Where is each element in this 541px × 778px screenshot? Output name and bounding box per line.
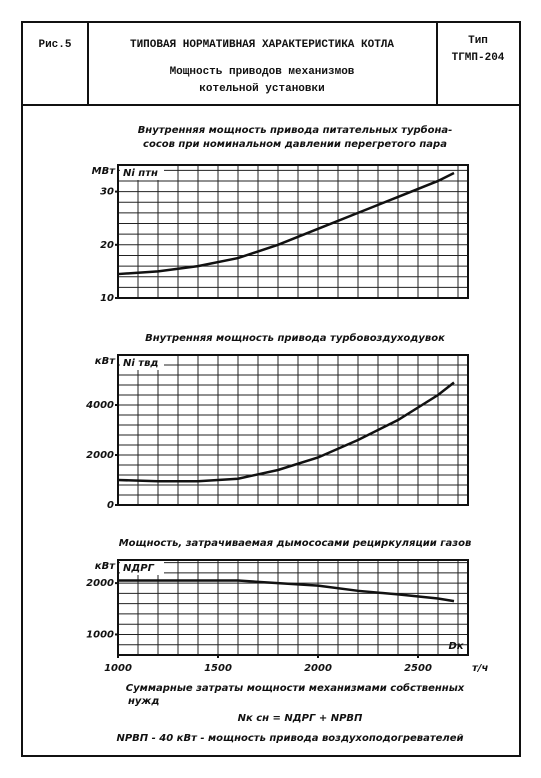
y-unit: МВт: [92, 166, 117, 177]
y-tick-label: 1000: [86, 629, 114, 640]
footer-note: NРВП - 40 кВт - мощность привода воздухо…: [116, 733, 463, 744]
header-subtitle: котельной установки: [199, 83, 324, 95]
series-label-bg: [120, 561, 164, 575]
y-tick-label: 30: [100, 187, 114, 198]
y-tick-label: 20: [100, 240, 114, 251]
data-line: [118, 579, 455, 603]
plot-frame: [117, 164, 469, 299]
series-label: Ni твд: [123, 358, 158, 369]
footer-text: нужд: [128, 696, 159, 707]
chart-title: сосов при номинальном давлении перегрето…: [143, 139, 447, 150]
y-tick-label: 4000: [85, 400, 114, 411]
x-tick-label: 2000: [304, 663, 332, 674]
y-unit: кВт: [95, 561, 116, 572]
x-tick-label: 2500: [404, 663, 432, 674]
header-title: ТИПОВАЯ НОРМАТИВНАЯ ХАРАКТЕРИСТИКА КОТЛА: [130, 39, 394, 51]
plot-frame: [117, 354, 469, 506]
footer-text: Суммарные затраты мощности механизмами с…: [126, 682, 465, 694]
data-line: [117, 171, 455, 276]
y-tick-label: 10: [100, 293, 114, 304]
formula: Nк сн = NДРГ + NРВП: [238, 713, 363, 724]
y-unit: кВт: [95, 356, 116, 367]
series-label: NДРГ: [123, 563, 155, 574]
type-label: Тип: [468, 35, 488, 47]
chart-title: Мощность, затрачиваемая дымососами рецир…: [119, 538, 472, 549]
x-unit: т/ч: [472, 663, 488, 674]
series-label: Ni птн: [123, 168, 158, 179]
y-tick-label: 0: [107, 500, 114, 511]
chart-title: Внутренняя мощность привода питательных …: [138, 124, 453, 136]
header-subtitle: Мощность приводов механизмов: [170, 66, 355, 78]
x-tick-label: 1500: [204, 663, 232, 674]
figure-number: Рис.5: [38, 39, 71, 51]
y-tick-label: 2000: [86, 450, 114, 461]
data-line: [117, 381, 455, 483]
x-tick-label: 1000: [104, 663, 132, 674]
plot-frame: [117, 559, 469, 656]
y-tick-label: 2000: [86, 578, 114, 589]
annotation: Dк: [448, 641, 463, 652]
series-label-bg: [120, 356, 164, 370]
type-value: ТГМП-204: [452, 52, 505, 64]
series-label-bg: [120, 166, 164, 180]
page-border: [21, 21, 521, 757]
chart-title: Внутренняя мощность привода турбовоздухо…: [145, 332, 445, 344]
